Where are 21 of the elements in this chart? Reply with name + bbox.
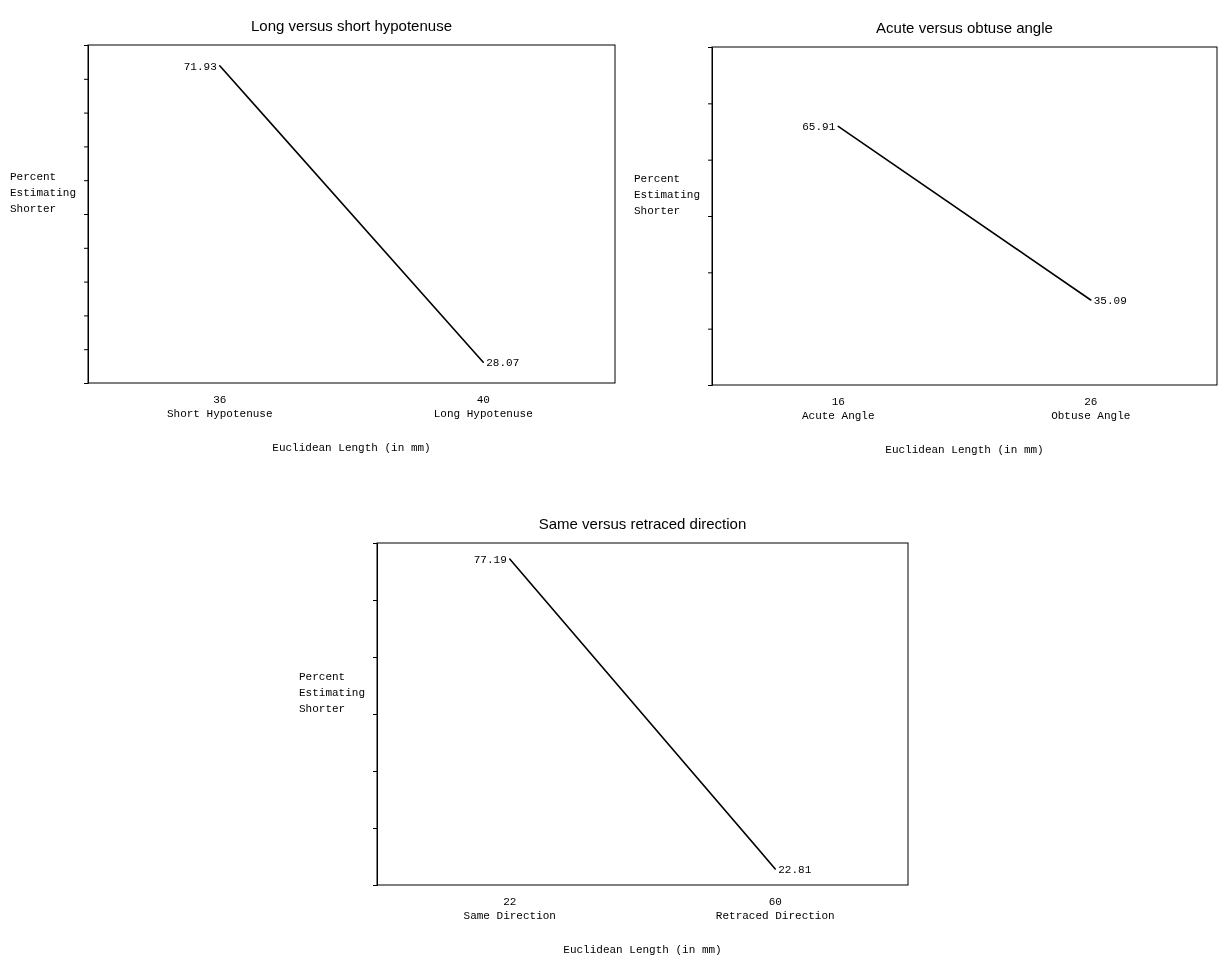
data-label: 77.19: [473, 554, 507, 567]
data-label: 28.07: [486, 357, 520, 370]
x-axis-title: Euclidean Length (in mm): [272, 442, 431, 454]
x-tick-label: 26 Obtuse Angle: [1051, 396, 1131, 422]
x-tick-label: 40 Long Hypotenuse: [433, 394, 533, 420]
y-axis-title: Percent Estimating Shorter: [10, 171, 77, 216]
y-axis-title: Percent Estimating Shorter: [299, 670, 366, 715]
data-label: 71.93: [183, 60, 217, 73]
x-axis-title: Euclidean Length (in mm): [885, 444, 1044, 456]
x-tick-label: 60 Retraced Direction: [715, 896, 835, 922]
x-tick-label: 36 Short Hypotenuse: [166, 394, 273, 420]
data-label: 65.91: [802, 121, 836, 134]
data-label: 35.09: [1093, 294, 1127, 307]
data-label: 22.81: [778, 863, 812, 876]
x-tick-label: 16 Acute Angle: [801, 396, 875, 422]
chart-title: Same versus retraced direction: [538, 515, 747, 532]
x-tick-label: 22 Same Direction: [463, 896, 556, 922]
y-axis-title: Percent Estimating Shorter: [634, 173, 701, 218]
chart-title: Long versus short hypotenuse: [251, 17, 452, 34]
chart-title: Acute versus obtuse angle: [876, 19, 1053, 36]
x-axis-title: Euclidean Length (in mm): [563, 944, 722, 956]
